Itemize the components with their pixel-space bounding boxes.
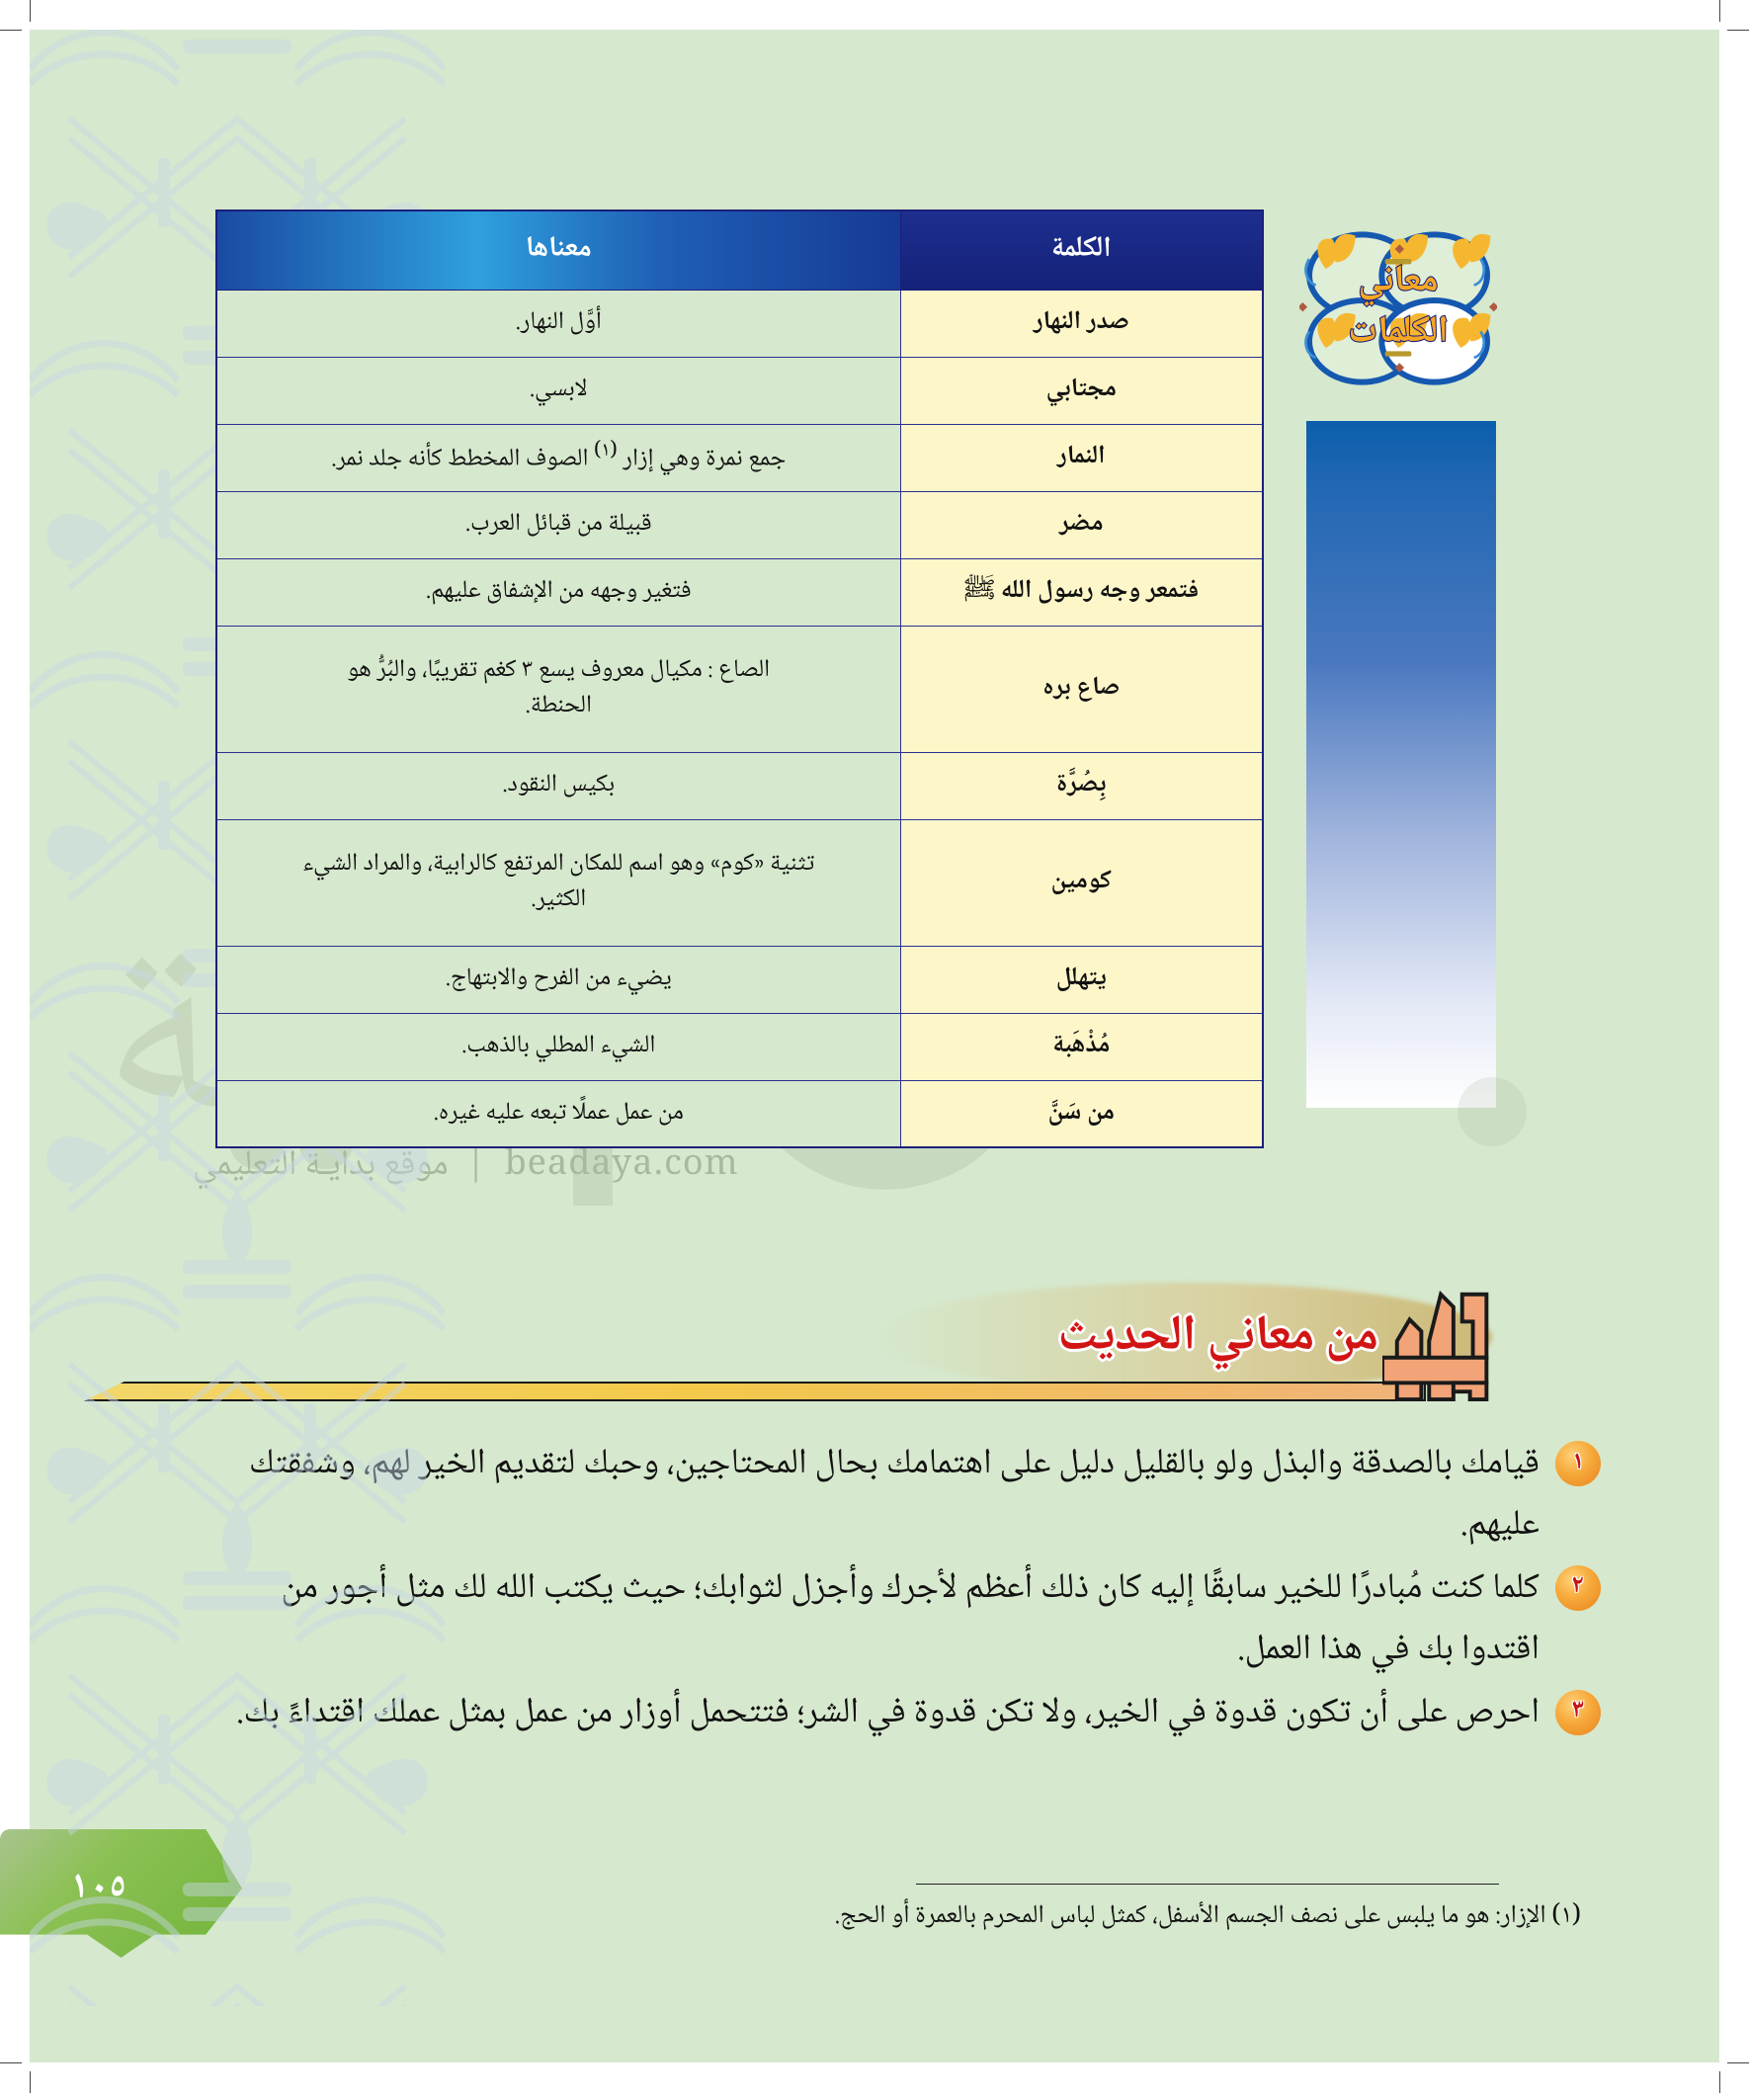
svg-text:الكلمات: الكلمات [1348, 301, 1449, 365]
